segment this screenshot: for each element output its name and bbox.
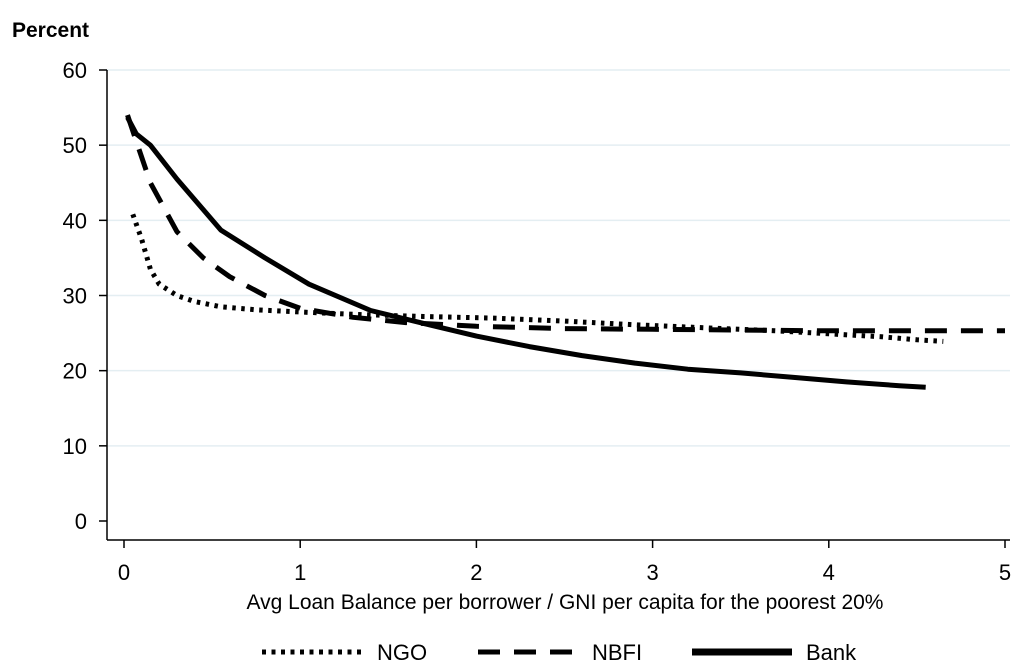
series-lines bbox=[125, 114, 1005, 390]
x-tick-label: 5 bbox=[999, 560, 1011, 585]
legend-label-bank: Bank bbox=[806, 640, 857, 662]
y-tick-label: 50 bbox=[63, 133, 87, 158]
series-line-nbfi bbox=[125, 114, 1005, 334]
y-axis-title: Percent bbox=[12, 19, 89, 42]
legend: NGO NBFI Bank bbox=[262, 640, 857, 662]
x-tick-label: 2 bbox=[470, 560, 482, 585]
y-tick-label: 60 bbox=[63, 58, 87, 83]
legend-label-nbfi: NBFI bbox=[592, 640, 642, 662]
y-tick-label: 0 bbox=[75, 509, 87, 534]
series-line-ngo bbox=[130, 213, 944, 344]
x-tick-label: 4 bbox=[823, 560, 835, 585]
y-tick-label: 10 bbox=[63, 434, 87, 459]
y-tick-label: 20 bbox=[63, 359, 87, 384]
x-tick-label: 3 bbox=[646, 560, 658, 585]
series-line-bank bbox=[125, 116, 926, 390]
y-tick-label: 30 bbox=[63, 284, 87, 309]
x-tick-label: 1 bbox=[294, 560, 306, 585]
legend-label-ngo: NGO bbox=[377, 640, 427, 662]
x-axis-ticks: 0 1 2 3 4 5 bbox=[118, 540, 1011, 585]
x-axis-title: Avg Loan Balance per borrower / GNI per … bbox=[247, 591, 884, 614]
x-tick-label: 0 bbox=[118, 560, 130, 585]
y-tick-label: 40 bbox=[63, 208, 87, 233]
gridlines bbox=[107, 69, 1010, 447]
y-axis-ticks: 0 10 20 30 40 50 60 bbox=[63, 58, 107, 534]
axes bbox=[106, 70, 1010, 541]
